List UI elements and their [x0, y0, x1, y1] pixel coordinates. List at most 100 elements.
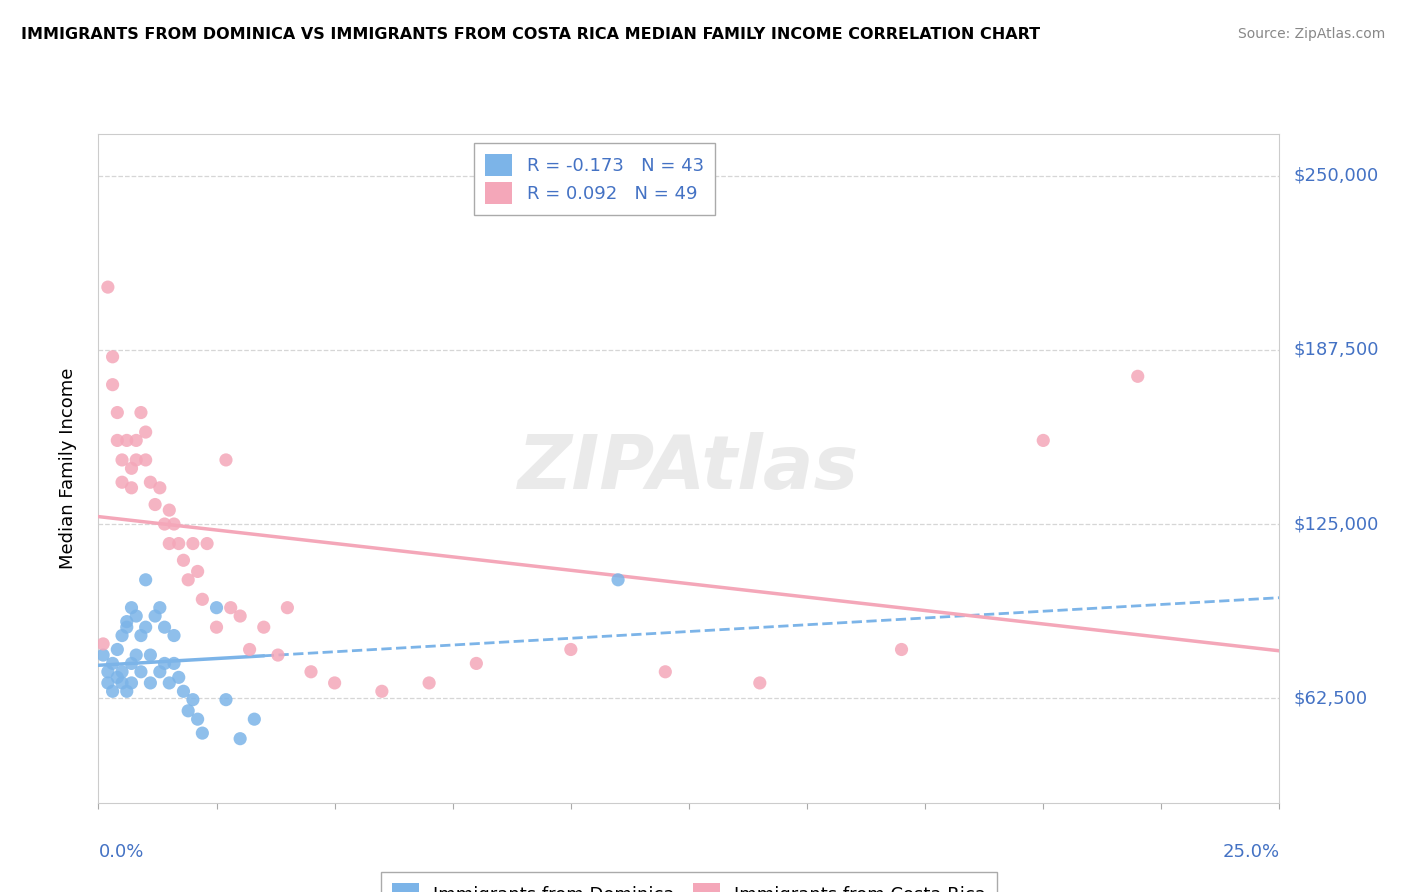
- Point: [172, 684, 194, 698]
- Point: [239, 642, 262, 657]
- Point: [121, 481, 143, 495]
- Point: [654, 665, 676, 679]
- Point: [187, 565, 209, 579]
- Point: [243, 712, 266, 726]
- Point: [121, 600, 143, 615]
- Point: [97, 280, 120, 294]
- Point: [135, 453, 157, 467]
- Point: [111, 475, 134, 490]
- Point: [276, 600, 298, 615]
- Point: [125, 648, 148, 662]
- Point: [105, 434, 128, 448]
- Point: [97, 676, 120, 690]
- Point: [205, 600, 228, 615]
- Point: [181, 692, 204, 706]
- Point: [163, 628, 186, 642]
- Point: [111, 628, 134, 642]
- Point: [135, 425, 157, 439]
- Point: [139, 676, 162, 690]
- Point: [129, 406, 152, 420]
- Point: [101, 377, 124, 392]
- Point: [135, 620, 157, 634]
- Point: [149, 481, 172, 495]
- Text: 0.0%: 0.0%: [98, 843, 143, 861]
- Point: [1126, 369, 1149, 384]
- Point: [111, 453, 134, 467]
- Point: [153, 517, 176, 532]
- Point: [215, 692, 238, 706]
- Point: [143, 498, 166, 512]
- Point: [607, 573, 630, 587]
- Point: [121, 676, 143, 690]
- Point: [101, 684, 124, 698]
- Point: [149, 600, 172, 615]
- Point: [129, 665, 152, 679]
- Point: [139, 648, 162, 662]
- Point: [91, 648, 114, 662]
- Point: [229, 731, 252, 746]
- Point: [153, 657, 176, 671]
- Point: [149, 665, 172, 679]
- Text: Source: ZipAtlas.com: Source: ZipAtlas.com: [1237, 27, 1385, 41]
- Point: [418, 676, 440, 690]
- Text: $125,000: $125,000: [1294, 515, 1379, 533]
- Point: [105, 670, 128, 684]
- Point: [105, 642, 128, 657]
- Point: [143, 609, 166, 624]
- Point: [167, 536, 190, 550]
- Text: IMMIGRANTS FROM DOMINICA VS IMMIGRANTS FROM COSTA RICA MEDIAN FAMILY INCOME CORR: IMMIGRANTS FROM DOMINICA VS IMMIGRANTS F…: [21, 27, 1040, 42]
- Point: [97, 665, 120, 679]
- Legend: Immigrants from Dominica, Immigrants from Costa Rica: Immigrants from Dominica, Immigrants fro…: [381, 872, 997, 892]
- Text: $62,500: $62,500: [1294, 690, 1368, 707]
- Point: [115, 620, 138, 634]
- Point: [163, 517, 186, 532]
- Point: [299, 665, 322, 679]
- Point: [371, 684, 394, 698]
- Point: [163, 657, 186, 671]
- Point: [157, 676, 180, 690]
- Text: ZIPAtlas: ZIPAtlas: [519, 432, 859, 505]
- Y-axis label: Median Family Income: Median Family Income: [59, 368, 77, 569]
- Point: [111, 676, 134, 690]
- Point: [153, 620, 176, 634]
- Point: [181, 536, 204, 550]
- Point: [1032, 434, 1054, 448]
- Point: [215, 453, 238, 467]
- Point: [267, 648, 290, 662]
- Text: 25.0%: 25.0%: [1222, 843, 1279, 861]
- Point: [125, 434, 148, 448]
- Point: [187, 712, 209, 726]
- Point: [465, 657, 488, 671]
- Point: [157, 536, 180, 550]
- Point: [115, 615, 138, 629]
- Point: [105, 406, 128, 420]
- Point: [121, 657, 143, 671]
- Point: [125, 453, 148, 467]
- Point: [135, 573, 157, 587]
- Point: [219, 600, 242, 615]
- Point: [177, 704, 200, 718]
- Point: [101, 350, 124, 364]
- Point: [111, 665, 134, 679]
- Point: [191, 592, 214, 607]
- Point: [115, 684, 138, 698]
- Point: [253, 620, 276, 634]
- Point: [229, 609, 252, 624]
- Point: [323, 676, 346, 690]
- Point: [129, 628, 152, 642]
- Point: [139, 475, 162, 490]
- Point: [157, 503, 180, 517]
- Point: [115, 434, 138, 448]
- Point: [172, 553, 194, 567]
- Point: [91, 637, 114, 651]
- Text: $187,500: $187,500: [1294, 341, 1379, 359]
- Point: [167, 670, 190, 684]
- Point: [191, 726, 214, 740]
- Point: [101, 657, 124, 671]
- Point: [205, 620, 228, 634]
- Point: [177, 573, 200, 587]
- Point: [560, 642, 582, 657]
- Point: [125, 609, 148, 624]
- Point: [748, 676, 770, 690]
- Text: $250,000: $250,000: [1294, 167, 1379, 185]
